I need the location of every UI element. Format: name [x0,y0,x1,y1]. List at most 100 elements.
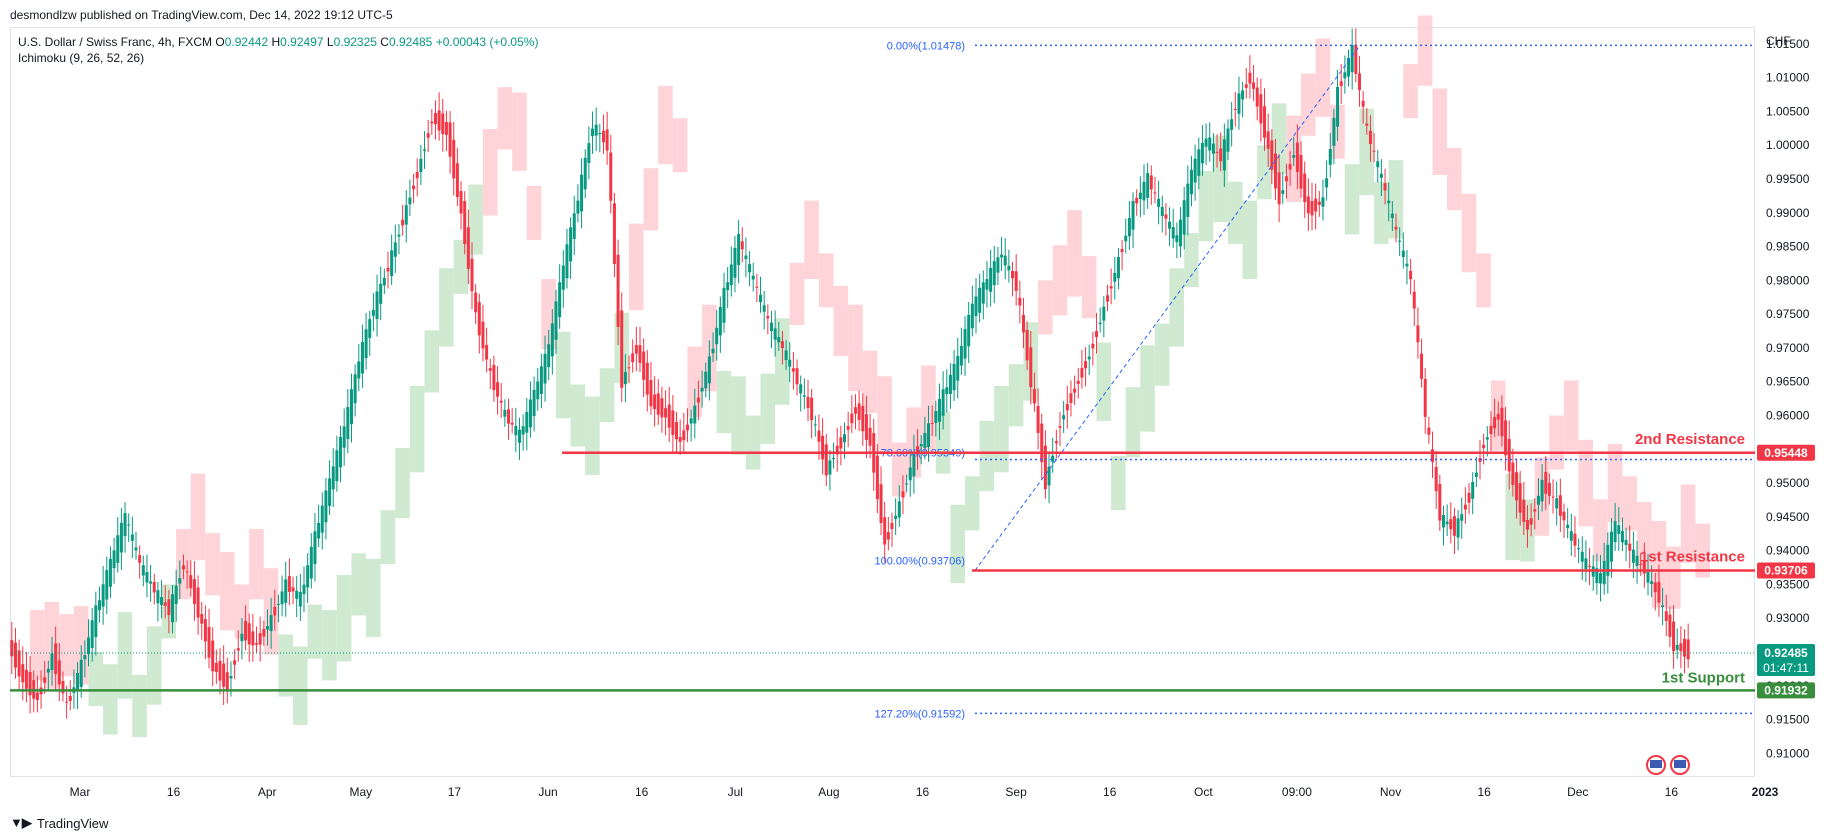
candle-body [1069,393,1073,403]
ichimoku-cloud-segment [1300,73,1316,136]
ichimoku-cloud-segment [555,331,571,419]
candle-body [1000,254,1004,258]
ichimoku-cloud-segment [1111,456,1126,511]
ichimoku-cloud-segment [1315,38,1331,117]
candle-body [1146,173,1150,198]
candle-body [192,579,196,604]
candle-body [948,374,952,394]
candle-body [1427,427,1431,435]
candle-body [791,368,795,372]
candle-body [1204,138,1208,147]
candle-body [1500,407,1504,437]
ichimoku-cloud-segment [146,626,162,705]
candle-body [87,637,91,655]
candle-body [54,643,58,675]
candle-body [1372,150,1376,152]
resistance-2-price-tag-box [1757,444,1815,461]
candle-body [587,143,591,163]
candle-body [696,397,700,403]
candle-body [601,130,605,143]
ichimoku-cloud-segment [468,184,483,255]
candle-body [700,387,704,392]
ichimoku-cloud-segment [1417,15,1433,86]
candle-body [368,319,372,338]
candle-body [832,457,836,460]
ichimoku-cloud-segment [745,415,761,470]
ichimoku-cloud-segment [979,420,995,492]
low-value: 0.92325 [333,35,377,49]
candle-body [528,399,532,428]
candle-body [989,267,993,292]
candle-body [152,581,156,593]
candle-body [357,361,361,379]
candle-body [576,200,580,214]
ichimoku-cloud-segment [1257,145,1272,200]
candle-body [890,522,894,530]
candle-body [1332,117,1336,146]
ichimoku-cloud-segment [628,223,644,311]
candle-body [364,329,368,359]
candle-body [1390,213,1394,218]
candle-body [134,547,138,551]
symbol-legend[interactable]: U.S. Dollar / Swiss Franc, 4h, FXCM O0.9… [18,34,538,51]
ichimoku-cloud-segment [497,87,513,150]
candle-body [561,265,565,290]
candle-body [1493,416,1497,429]
candle-body [1511,462,1515,485]
candle-body [992,261,996,286]
candle-body [1211,143,1215,154]
y-tick-label: 0.97000 [1766,341,1810,355]
candle-body [1062,415,1066,420]
x-tick-label: 16 [1665,785,1679,799]
candle-body [762,305,766,312]
tradingview-logo[interactable]: ▼▶ TradingView [10,815,108,831]
candle-body [233,660,237,665]
candle-body [572,213,576,239]
candle-body [656,393,660,415]
candle-body [1266,131,1270,149]
candle-body [1116,256,1120,279]
ichimoku-cloud-segment [716,370,732,434]
candle-body [1463,504,1467,510]
candle-body [371,309,375,316]
candle-body [1452,516,1456,536]
ichimoku-cloud-segment [1344,164,1360,235]
candle-body [466,227,470,269]
candle-body [981,282,985,304]
indicator-legend[interactable]: Ichimoku (9, 26, 52, 26) [18,51,145,65]
candle-body [689,418,693,424]
ichimoku-cloud-segment [994,385,1009,473]
candle-body [507,409,511,424]
candle-body [313,531,317,565]
candle-body [835,445,839,455]
ichimoku-cloud-segment [1593,499,1608,562]
ichimoku-cloud-segment [336,574,352,662]
ichimoku-cloud-segment [88,652,104,707]
candle-body [68,695,72,701]
candle-body [1292,155,1296,158]
resistance-2-price-tag: 0.95448 [1764,446,1808,460]
candle-body [583,157,587,190]
candle-body [101,584,105,607]
candle-body [1569,531,1573,541]
ichimoku-cloud-segment [292,646,308,725]
candle-body [532,389,536,417]
candle-body [799,384,803,394]
candle-body [1270,140,1274,170]
candle-body [927,423,931,448]
candle-body [755,286,759,288]
candle-body [985,279,989,290]
candle-body [499,400,503,403]
candle-body [1171,227,1175,239]
ichimoku-cloud-segment [1140,345,1155,432]
candle-body [10,640,14,657]
candle-body [620,310,624,388]
ichimoku-cloud-segment [424,330,440,393]
candle-body [1237,93,1241,114]
candle-body [1219,148,1223,162]
candle-body [339,436,343,468]
candle-body [737,233,741,266]
candle-body [1507,438,1511,472]
candle-body [404,205,408,225]
